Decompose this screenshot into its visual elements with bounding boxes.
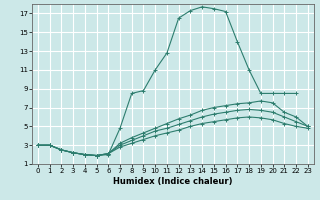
X-axis label: Humidex (Indice chaleur): Humidex (Indice chaleur) [113, 177, 233, 186]
